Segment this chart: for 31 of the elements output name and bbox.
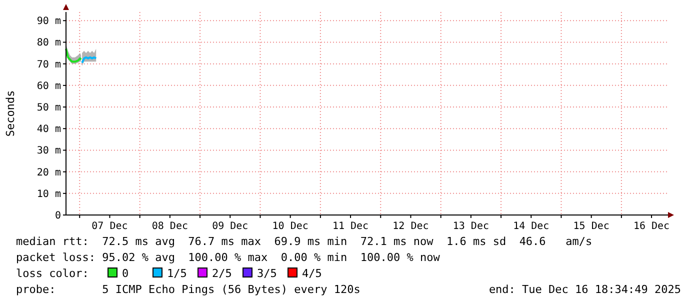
x-tick-label: 10 Dec [272, 221, 308, 232]
x-tick-label: 08 Dec [152, 221, 188, 232]
x-tick-label: 09 Dec [212, 221, 248, 232]
x-tick-label: 07 Dec [92, 221, 128, 232]
x-tick-label: 11 Dec [332, 221, 369, 232]
legend-label: 0 [122, 267, 129, 280]
y-tick-label: 20 m [36, 167, 61, 178]
text: median rtt: 72.5 ms avg 76.7 ms max 69.9 ms min 72.1 ms now 1.6 ms sd 46.6 am/s [16, 235, 592, 248]
x-tick-label: 12 Dec [392, 221, 429, 232]
y-tick-label: 40 m [36, 124, 61, 136]
x-tick-label: 16 Dec [633, 221, 670, 232]
y-tick-label: 50 m [36, 102, 61, 114]
x-tick-label: 15 Dec [573, 221, 610, 232]
y-tick-label: 0 [54, 210, 61, 222]
text: packet loss: 95.02 % avg 100.00 % max 0.00 % min 100.00 % now [16, 251, 440, 264]
y-axis-title: Seconds [4, 90, 17, 137]
legend-label: 3/5 [257, 267, 277, 280]
y-tick-label: 10 m [36, 188, 61, 200]
y-tick-label: 30 m [36, 146, 61, 157]
text: end: Tue Dec 16 18:34:49 2025 [488, 283, 681, 296]
legend-label: 2/5 [212, 267, 232, 280]
text: probe: 5 ICMP Echo Pings (56 Bytes) every 120s [16, 283, 360, 296]
x-tick-label: 13 Dec [452, 221, 489, 232]
legend-label: 1/5 [167, 267, 187, 280]
y-tick-label: 90 m [36, 16, 61, 28]
x-tick-label: 14 Dec [513, 221, 550, 232]
y-tick-label: 60 m [36, 80, 61, 92]
legend-title: loss color: [16, 267, 89, 280]
y-tick-label: 80 m [36, 38, 61, 49]
y-tick-label: 70 m [36, 59, 61, 70]
legend-label: 4/5 [302, 267, 322, 280]
